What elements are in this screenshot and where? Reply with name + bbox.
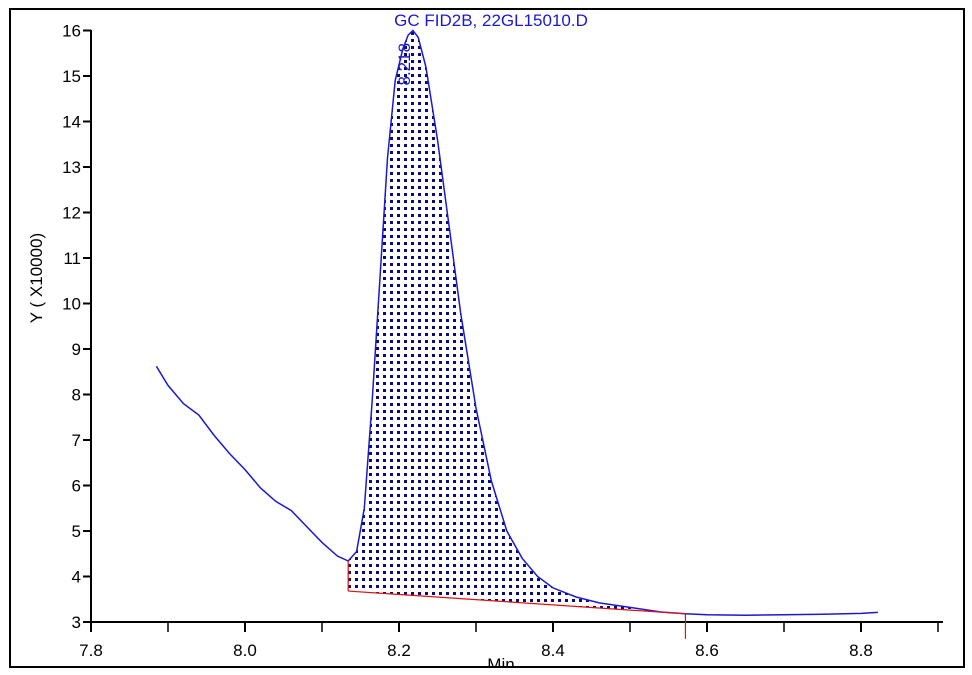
chart-title: GC FID2B, 22GL15010.D [394, 11, 588, 30]
integration-baseline [348, 590, 686, 615]
y-tick-label: 7 [72, 431, 81, 450]
chromatogram-chart: GC FID2B, 22GL15010.D 3 4 5 6 7 8 9 10 11 12 13 14 1… [27, 11, 943, 666]
x-tick-label: 8.4 [541, 641, 565, 660]
x-tick-label: 8.6 [695, 641, 719, 660]
labels-layer: 8.218 [395, 43, 414, 86]
x-tick-label: 8.2 [387, 641, 411, 660]
y-tick-label: 15 [62, 67, 81, 86]
peak-area-fill-layer [348, 30, 686, 614]
signal-trace [155, 29, 878, 616]
y-tick-label: 16 [62, 22, 81, 41]
y-tick-label: 8 [72, 386, 81, 405]
y-tick-label: 3 [72, 613, 81, 632]
x-tick-label: 8.0 [233, 641, 257, 660]
y-tick-label: 9 [72, 340, 81, 359]
y-tick-label: 12 [62, 204, 81, 223]
axes-layer: 3 4 5 6 7 8 9 10 11 12 13 14 15 16 7.8 8.0 8.2 8.4 8.6 8.8 [62, 22, 943, 660]
x-axis-title: Min [487, 655, 514, 666]
y-axis-title: Y ( X10000) [27, 233, 46, 323]
y-tick-label: 10 [62, 295, 81, 314]
peak-area-fill [348, 30, 686, 614]
y-tick-label: 13 [62, 158, 81, 177]
peak-retention-label: 8.218 [395, 43, 414, 86]
y-tick-label: 4 [72, 568, 81, 587]
x-tick-label: 8.8 [849, 641, 873, 660]
chart-frame: GC FID2B, 22GL15010.D 3 4 5 6 7 8 9 10 11 12 13 14 1… [9, 8, 965, 668]
y-tick-label: 5 [72, 522, 81, 541]
y-tick-label: 6 [72, 477, 81, 496]
series-layer [155, 29, 878, 639]
x-tick-label: 7.8 [79, 641, 103, 660]
y-tick-label: 14 [62, 113, 81, 132]
y-tick-label: 11 [63, 249, 81, 268]
